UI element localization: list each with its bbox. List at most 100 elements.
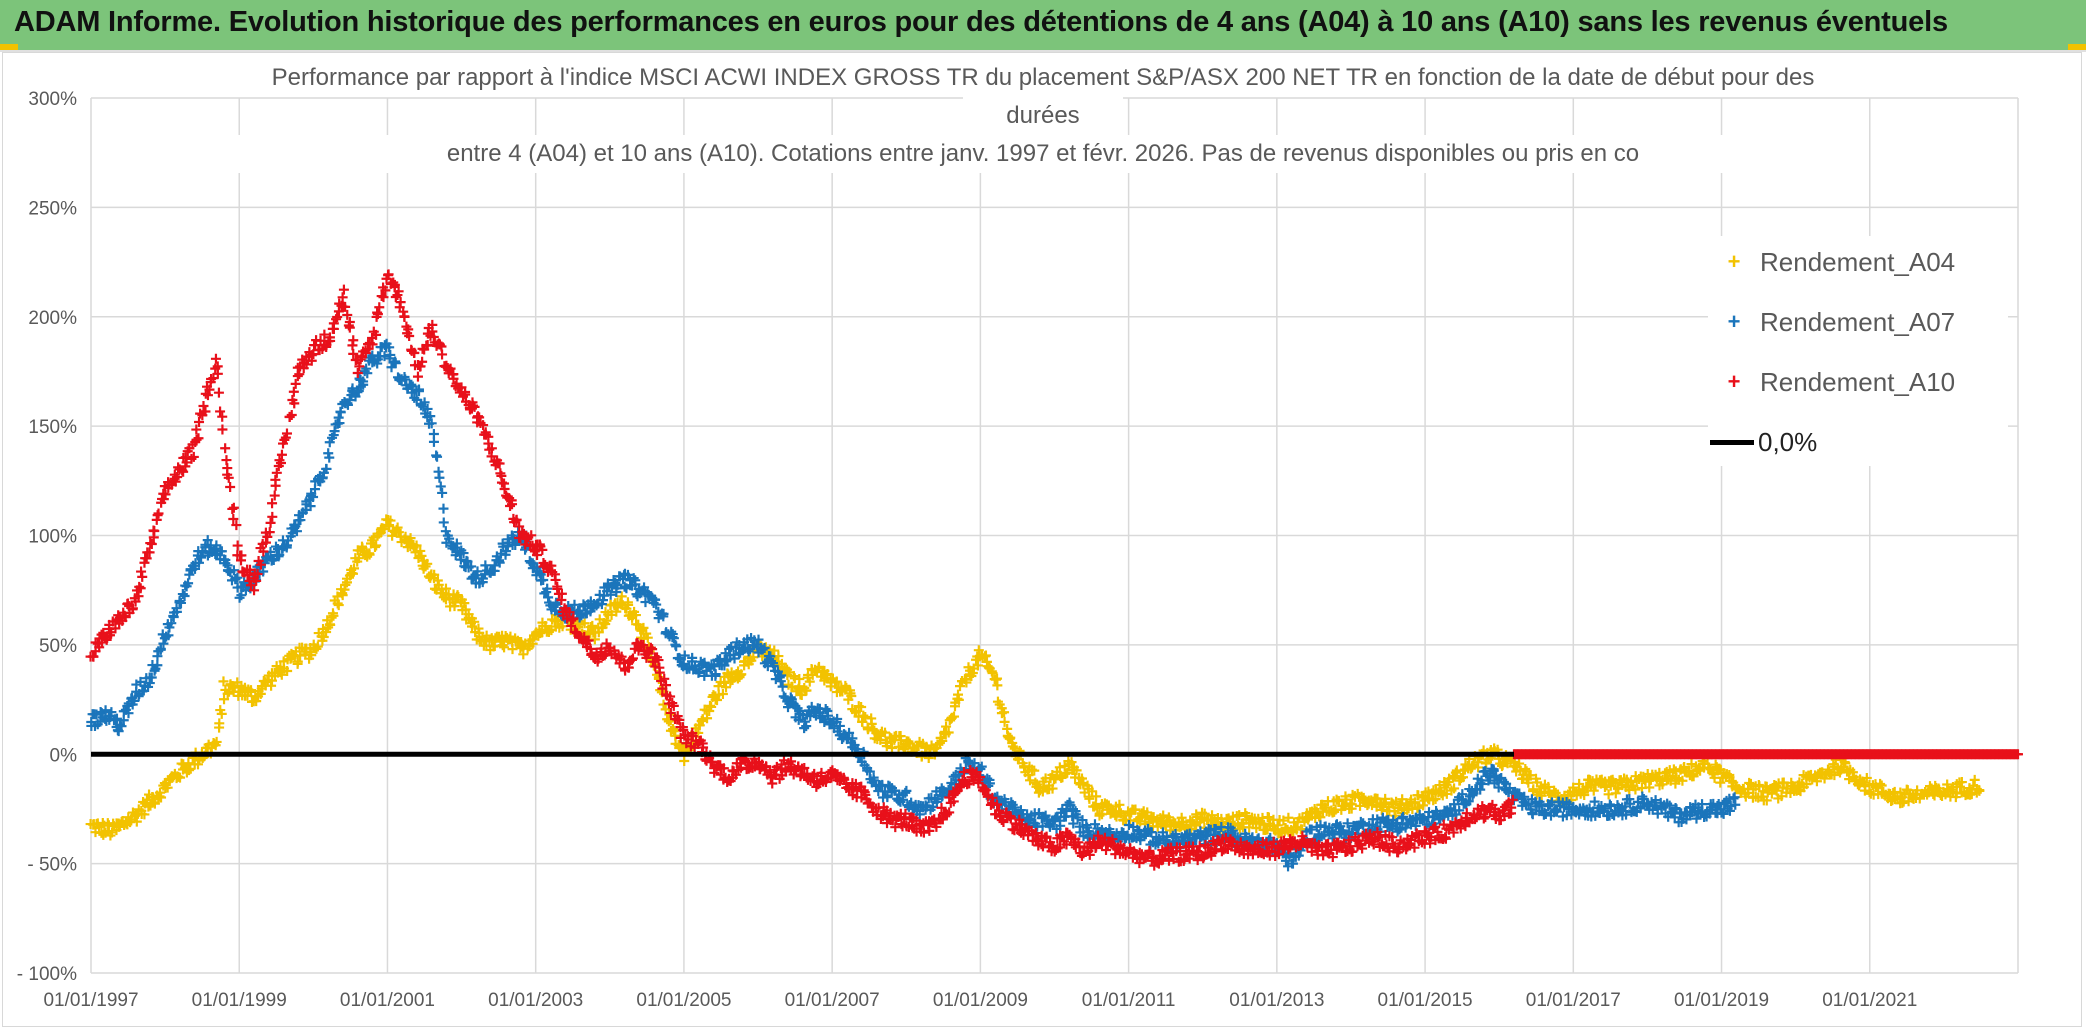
plus-marker [944, 807, 955, 818]
plus-marker [1090, 842, 1101, 853]
plus-marker [1650, 795, 1661, 806]
plus-marker [1697, 799, 1708, 810]
plus-marker [879, 727, 890, 738]
plus-marker [499, 642, 510, 653]
plus-marker [1574, 778, 1585, 789]
plus-marker [214, 718, 225, 729]
plus-marker [507, 499, 518, 510]
plus-marker [312, 641, 323, 652]
plus-marker [628, 573, 639, 584]
plus-marker [220, 443, 231, 454]
plus-marker [305, 501, 316, 512]
plus-marker [1469, 814, 1480, 825]
plus-marker [184, 765, 195, 776]
plus-marker [651, 599, 662, 610]
x-tick-label: 01/01/2003 [488, 990, 583, 1011]
plus-marker [687, 652, 698, 663]
plus-marker [393, 286, 404, 297]
plus-marker [265, 517, 276, 528]
plus-marker [364, 548, 375, 559]
plus-marker [284, 411, 295, 422]
plus-marker [218, 676, 229, 687]
plus-marker [1588, 785, 1599, 796]
plus-marker [1551, 806, 1562, 817]
plus-marker [1087, 786, 1098, 797]
plus-marker [269, 490, 280, 501]
plus-marker [1477, 779, 1488, 790]
plus-marker [1346, 799, 1357, 810]
plus-marker [1409, 797, 1420, 808]
plus-marker [936, 802, 947, 813]
plus-marker [1146, 827, 1157, 838]
plus-marker [434, 472, 445, 483]
plus-marker [149, 797, 160, 808]
plus-marker [505, 631, 516, 642]
plus-marker [210, 353, 221, 364]
x-tick-label: 01/01/2021 [1822, 990, 1917, 1011]
plus-marker [137, 571, 148, 582]
plus-marker [202, 390, 213, 401]
plus-marker [1342, 818, 1353, 829]
plus-marker [838, 772, 849, 783]
plus-marker [816, 767, 827, 778]
plus-marker [927, 801, 938, 812]
plus-marker [1068, 818, 1079, 829]
plus-marker [146, 672, 157, 683]
plus-marker [914, 809, 925, 820]
plus-marker [822, 669, 833, 680]
legend-item-a04: + Rendement_A04 [1708, 242, 1956, 282]
plus-marker [445, 363, 456, 374]
plus-marker [1398, 811, 1409, 822]
plus-marker [979, 783, 990, 794]
plus-marker [306, 650, 317, 661]
plus-marker [527, 638, 538, 649]
plus-marker-icon: + [1727, 369, 1741, 394]
plus-marker [622, 569, 633, 580]
plus-marker [230, 574, 241, 585]
plus-marker [1025, 775, 1036, 786]
plus-marker [1374, 831, 1385, 842]
plus-marker [468, 400, 479, 411]
plus-marker [353, 553, 364, 564]
plus-marker [369, 542, 380, 553]
plus-marker [469, 401, 480, 412]
plus-marker [616, 651, 627, 662]
plus-marker [162, 782, 173, 793]
plus-marker [999, 716, 1010, 727]
plus-marker [393, 527, 404, 538]
plus-marker [799, 762, 810, 773]
plus-marker [146, 538, 157, 549]
plus-marker [118, 715, 129, 726]
plus-marker [497, 640, 508, 651]
x-tick-label: 01/01/2011 [1082, 990, 1176, 1011]
plus-marker [1036, 839, 1047, 850]
plus-marker [1579, 790, 1590, 801]
plus-marker [611, 586, 622, 597]
plus-marker [1283, 844, 1294, 855]
plus-marker [376, 291, 387, 302]
plus-marker [483, 431, 494, 442]
plus-marker [217, 424, 228, 435]
plus-marker [668, 726, 679, 737]
plus-marker [1630, 784, 1641, 795]
y-tick-label: 0% [50, 745, 78, 766]
plus-marker [459, 598, 470, 609]
plus-marker [135, 583, 146, 594]
plus-marker [380, 285, 391, 296]
plus-marker [1478, 813, 1489, 824]
plus-marker [1062, 767, 1073, 778]
plus-marker [1461, 808, 1472, 819]
plus-marker [318, 632, 329, 643]
plus-marker [526, 530, 537, 541]
plus-marker [767, 778, 778, 789]
plus-marker [1189, 819, 1200, 830]
plus-marker [193, 433, 204, 444]
plus-marker [478, 420, 489, 431]
plus-marker [383, 269, 394, 280]
plus-marker [1954, 781, 1965, 792]
plus-marker [1396, 813, 1407, 824]
plus-marker [1168, 854, 1179, 865]
plus-marker [1084, 793, 1095, 804]
x-tick-label: 01/01/2005 [636, 990, 731, 1011]
plus-marker [155, 644, 166, 655]
